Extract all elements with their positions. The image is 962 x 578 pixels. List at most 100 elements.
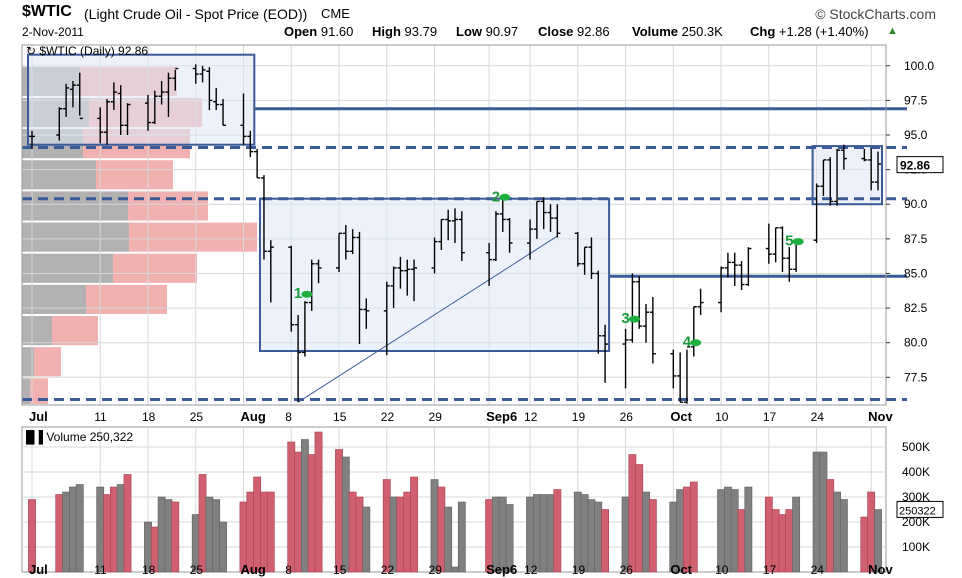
volume-tick-label: 200K bbox=[902, 515, 930, 529]
volume-label: Volume bbox=[632, 24, 678, 39]
low-stat: Low 90.97 bbox=[456, 24, 518, 39]
volume-bar bbox=[157, 496, 166, 573]
annotation-box bbox=[811, 145, 884, 206]
volume-bar bbox=[198, 474, 207, 573]
volume-bar bbox=[498, 496, 507, 573]
ohlc-bars bbox=[29, 64, 881, 404]
volume-bar bbox=[867, 491, 876, 573]
volume-tick-label: 500K bbox=[902, 440, 930, 454]
volume-bar bbox=[689, 481, 698, 573]
volume-bar bbox=[717, 489, 725, 573]
vbp-bar-down bbox=[22, 160, 96, 190]
low-value: 90.97 bbox=[485, 24, 519, 39]
support-resistance-lines bbox=[22, 107, 907, 403]
y-tick-label: 80.0 bbox=[904, 336, 928, 350]
x-tick-label: Jul bbox=[29, 409, 48, 424]
last-price-box bbox=[896, 156, 944, 174]
volume-bar bbox=[109, 486, 118, 573]
volume-bar bbox=[335, 449, 343, 573]
volume-x-tick-label: 24 bbox=[811, 563, 825, 577]
annotation-label: 2 bbox=[492, 188, 500, 205]
vbp-bar-up bbox=[113, 253, 197, 283]
x-tick-label: Oct bbox=[670, 409, 692, 424]
volume-x-tick-label: 19 bbox=[572, 563, 586, 577]
vbp-bar-down bbox=[22, 253, 113, 283]
x-tick-label: 12 bbox=[524, 410, 538, 424]
volume-bar bbox=[573, 491, 582, 573]
volume-bar bbox=[341, 456, 350, 573]
volume-bar bbox=[437, 486, 446, 573]
exchange-label: CME bbox=[321, 6, 350, 21]
annotation-dot bbox=[628, 315, 640, 323]
volume-bar bbox=[860, 516, 869, 573]
volume-bar bbox=[792, 496, 801, 573]
volume-bar bbox=[819, 451, 828, 573]
volume-bar bbox=[55, 494, 64, 573]
vbp-bar-up bbox=[96, 160, 173, 190]
volume-value: 250.3K bbox=[681, 24, 723, 39]
x-tick-label: Sep6 bbox=[486, 409, 517, 424]
low-label: Low bbox=[456, 24, 482, 39]
annotation-dot bbox=[301, 290, 313, 298]
instrument-name: (Light Crude Oil - Spot Price (EOD)) bbox=[84, 6, 308, 22]
x-tick-label: 17 bbox=[763, 410, 777, 424]
x-tick-label: 22 bbox=[381, 410, 395, 424]
vbp-bar-down bbox=[22, 316, 52, 346]
x-tick-label: 11 bbox=[94, 410, 107, 424]
volume-bar bbox=[260, 491, 268, 573]
volume-bar bbox=[785, 509, 794, 573]
volume-bar bbox=[628, 454, 637, 573]
x-tick-label: 15 bbox=[333, 410, 347, 424]
volume-tick-label: 400K bbox=[902, 465, 930, 479]
volume-bar bbox=[212, 499, 221, 573]
annotation-dot bbox=[792, 238, 804, 246]
volume-legend: █▐ Volume 250,322 bbox=[26, 430, 133, 445]
volume-bar bbox=[833, 491, 841, 573]
close-label: Close bbox=[538, 24, 574, 39]
volume-bar bbox=[635, 464, 644, 573]
annotation-label: 5 bbox=[785, 233, 793, 250]
change-value: +1.28 (+1.40%) bbox=[778, 24, 869, 39]
close-stat: Close 92.86 bbox=[538, 24, 610, 39]
volume-x-tick-label: Nov bbox=[868, 562, 893, 577]
volume-bar bbox=[103, 494, 111, 573]
high-label: High bbox=[372, 24, 401, 39]
volume-bar bbox=[28, 499, 36, 573]
y-tick-label: 95.0 bbox=[904, 128, 928, 142]
volume-x-tick-label: 15 bbox=[333, 563, 347, 577]
volume-bar bbox=[730, 489, 739, 573]
y-tick-label: 100.0 bbox=[904, 59, 934, 73]
x-tick-label: 25 bbox=[190, 410, 204, 424]
volume-bar bbox=[744, 486, 753, 573]
volume-x-tick-label: 22 bbox=[381, 563, 395, 577]
volume-x-tick-label: 18 bbox=[142, 563, 156, 577]
volume-x-tick-label: 29 bbox=[429, 563, 443, 577]
vbp-bar-up bbox=[52, 316, 98, 346]
last-volume-box bbox=[896, 500, 944, 518]
y-tick-label: 85.0 bbox=[904, 266, 928, 280]
volume-bar bbox=[580, 494, 589, 573]
price-legend: ↻ $WTIC (Daily) 92.86 bbox=[26, 44, 148, 58]
y-tick-label: 82.5 bbox=[904, 301, 928, 315]
volume-x-tick-label: 26 bbox=[620, 563, 634, 577]
volume-bar bbox=[642, 491, 650, 573]
vbp-bar-down bbox=[22, 191, 128, 221]
x-tick-label: Nov bbox=[868, 409, 893, 424]
volume-x-tick-label: Sep6 bbox=[486, 562, 517, 577]
close-value: 92.86 bbox=[577, 24, 610, 39]
volume-bar bbox=[362, 506, 371, 573]
volume-bar bbox=[253, 476, 262, 573]
x-tick-label: 26 bbox=[620, 410, 634, 424]
vbp-bar-up bbox=[34, 347, 61, 377]
annotation-dot bbox=[499, 193, 511, 201]
vbp-bar-up bbox=[30, 378, 48, 404]
volume-bar bbox=[410, 476, 418, 573]
annotation-points: 1 2 3 4 5 bbox=[294, 188, 804, 351]
volume-bar bbox=[430, 479, 439, 573]
volume-bar bbox=[294, 451, 302, 573]
volume-x-tick-label: 17 bbox=[763, 563, 777, 577]
volume-bar bbox=[683, 486, 691, 573]
quote-date: 2-Nov-2011 bbox=[22, 25, 84, 39]
last-price-label: 92.86 bbox=[900, 159, 930, 173]
